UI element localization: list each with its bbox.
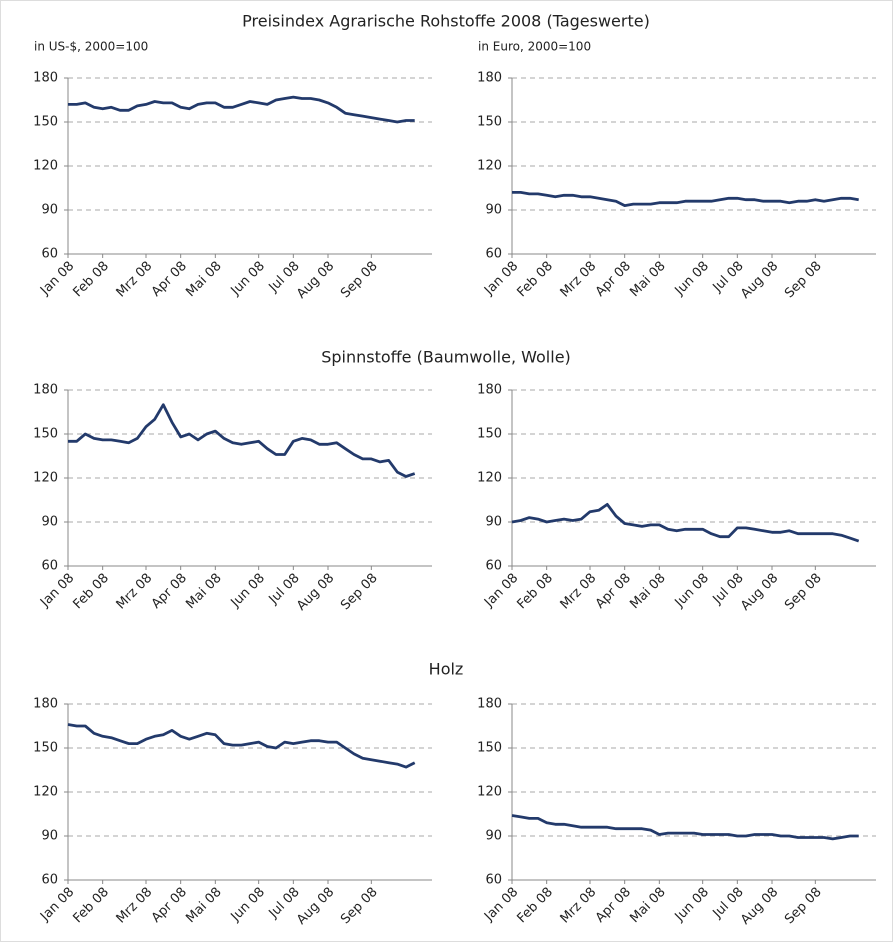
- y-tick-label: 180: [477, 697, 502, 712]
- y-tick-label: 60: [485, 247, 502, 262]
- y-tick-label: 90: [41, 203, 58, 218]
- y-tick-label: 60: [41, 247, 58, 262]
- y-tick-label: 120: [33, 785, 58, 800]
- y-tick-label: 120: [477, 471, 502, 486]
- y-tick-label: 90: [485, 829, 502, 844]
- y-tick-label: 120: [33, 159, 58, 174]
- data-line: [68, 95, 415, 124]
- y-tick-label: 90: [485, 515, 502, 530]
- y-tick-label: 180: [33, 383, 58, 398]
- unit-note: in US-$, 2000=100: [34, 40, 148, 54]
- y-tick-label: 60: [485, 873, 502, 888]
- y-tick-label: 180: [33, 71, 58, 86]
- section-title: Spinnstoffe (Baumwolle, Wolle): [321, 348, 571, 367]
- data-line: [511, 503, 860, 543]
- y-tick-label: 90: [41, 515, 58, 530]
- y-tick-label: 180: [477, 71, 502, 86]
- data-line: [512, 191, 859, 207]
- data-line: [68, 403, 416, 478]
- data-line: [511, 814, 859, 841]
- y-tick-label: 60: [485, 559, 502, 574]
- y-tick-label: 150: [477, 427, 502, 442]
- y-tick-label: 120: [477, 159, 502, 174]
- data-line: [67, 723, 416, 769]
- y-tick-label: 60: [41, 873, 58, 888]
- section-title: Holz: [429, 660, 464, 679]
- y-tick-label: 120: [33, 471, 58, 486]
- y-tick-label: 180: [33, 697, 58, 712]
- y-tick-label: 150: [33, 115, 58, 130]
- y-tick-label: 60: [41, 559, 58, 574]
- unit-note: in Euro, 2000=100: [478, 40, 591, 54]
- y-tick-label: 150: [477, 741, 502, 756]
- y-tick-label: 150: [33, 741, 58, 756]
- y-tick-label: 90: [41, 829, 58, 844]
- y-tick-label: 180: [477, 383, 502, 398]
- y-tick-label: 120: [477, 785, 502, 800]
- y-tick-label: 150: [477, 115, 502, 130]
- figure-title: Preisindex Agrarische Rohstoffe 2008 (Ta…: [242, 12, 650, 31]
- y-tick-label: 150: [33, 427, 58, 442]
- y-tick-label: 90: [485, 203, 502, 218]
